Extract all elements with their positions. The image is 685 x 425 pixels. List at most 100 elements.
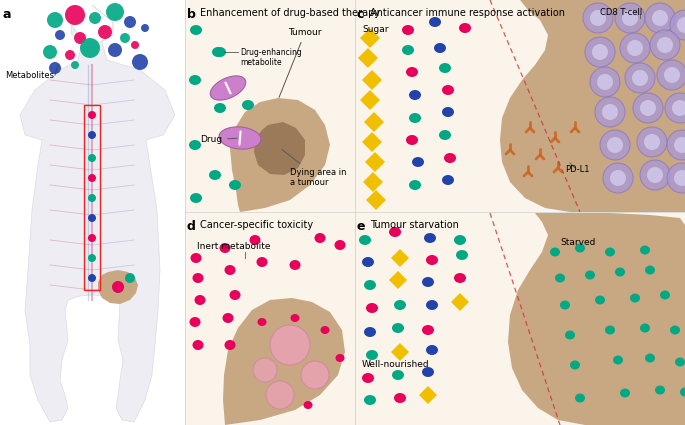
Ellipse shape bbox=[454, 273, 466, 283]
Ellipse shape bbox=[190, 193, 202, 203]
Circle shape bbox=[640, 160, 670, 190]
Circle shape bbox=[65, 5, 85, 25]
Text: a: a bbox=[3, 8, 12, 21]
Circle shape bbox=[590, 67, 620, 97]
Ellipse shape bbox=[570, 360, 580, 369]
Circle shape bbox=[592, 44, 608, 60]
Ellipse shape bbox=[442, 85, 454, 95]
Circle shape bbox=[640, 100, 656, 116]
Circle shape bbox=[595, 97, 625, 127]
Circle shape bbox=[602, 104, 618, 120]
Ellipse shape bbox=[670, 326, 680, 334]
Circle shape bbox=[585, 37, 615, 67]
Circle shape bbox=[253, 358, 277, 382]
Circle shape bbox=[674, 137, 685, 153]
Text: b: b bbox=[187, 8, 196, 21]
Polygon shape bbox=[223, 298, 345, 425]
Circle shape bbox=[637, 127, 667, 157]
Text: Starved: Starved bbox=[560, 238, 595, 247]
Ellipse shape bbox=[392, 370, 404, 380]
Ellipse shape bbox=[192, 340, 203, 350]
Ellipse shape bbox=[412, 157, 424, 167]
Ellipse shape bbox=[225, 340, 236, 350]
Circle shape bbox=[89, 12, 101, 24]
Ellipse shape bbox=[394, 393, 406, 403]
Ellipse shape bbox=[422, 277, 434, 287]
Circle shape bbox=[603, 163, 633, 193]
Circle shape bbox=[108, 43, 122, 57]
Ellipse shape bbox=[223, 313, 234, 323]
Text: Well-nourished: Well-nourished bbox=[362, 360, 429, 369]
Ellipse shape bbox=[258, 318, 266, 326]
Circle shape bbox=[43, 45, 57, 59]
Ellipse shape bbox=[585, 270, 595, 280]
Ellipse shape bbox=[366, 303, 378, 313]
Circle shape bbox=[88, 131, 96, 139]
Text: Cancer-specific toxicity: Cancer-specific toxicity bbox=[200, 220, 313, 230]
Ellipse shape bbox=[290, 260, 301, 270]
Circle shape bbox=[590, 10, 606, 26]
Ellipse shape bbox=[675, 357, 685, 366]
Text: Enhancement of drug-based therapy: Enhancement of drug-based therapy bbox=[200, 8, 380, 18]
Text: Inert metabolite: Inert metabolite bbox=[197, 242, 271, 251]
Circle shape bbox=[652, 10, 668, 26]
Ellipse shape bbox=[192, 273, 203, 283]
Ellipse shape bbox=[459, 23, 471, 33]
Circle shape bbox=[600, 130, 630, 160]
Ellipse shape bbox=[389, 227, 401, 237]
Ellipse shape bbox=[364, 395, 376, 405]
Circle shape bbox=[88, 254, 96, 262]
Circle shape bbox=[664, 67, 680, 83]
Circle shape bbox=[597, 74, 613, 90]
Text: Tumour: Tumour bbox=[279, 28, 322, 97]
Ellipse shape bbox=[660, 291, 670, 300]
Ellipse shape bbox=[444, 153, 456, 163]
Ellipse shape bbox=[219, 243, 230, 253]
Ellipse shape bbox=[575, 394, 585, 402]
Circle shape bbox=[98, 25, 112, 39]
Ellipse shape bbox=[595, 295, 605, 304]
Ellipse shape bbox=[565, 331, 575, 340]
Ellipse shape bbox=[321, 326, 329, 334]
Polygon shape bbox=[500, 0, 685, 212]
Circle shape bbox=[88, 154, 96, 162]
Text: PD-L1: PD-L1 bbox=[565, 165, 590, 174]
Text: CD8 T-cell: CD8 T-cell bbox=[600, 8, 643, 17]
Polygon shape bbox=[366, 190, 386, 210]
Circle shape bbox=[124, 16, 136, 28]
Circle shape bbox=[88, 111, 96, 119]
Circle shape bbox=[266, 381, 294, 409]
Ellipse shape bbox=[362, 373, 374, 383]
Ellipse shape bbox=[409, 90, 421, 100]
Ellipse shape bbox=[210, 76, 246, 100]
Circle shape bbox=[80, 38, 100, 58]
Ellipse shape bbox=[550, 247, 560, 257]
Ellipse shape bbox=[362, 257, 374, 267]
Ellipse shape bbox=[605, 247, 615, 257]
Circle shape bbox=[657, 37, 673, 53]
Circle shape bbox=[120, 33, 130, 43]
Ellipse shape bbox=[366, 350, 378, 360]
FancyBboxPatch shape bbox=[185, 0, 355, 212]
Ellipse shape bbox=[640, 246, 650, 255]
Ellipse shape bbox=[364, 280, 376, 290]
Polygon shape bbox=[20, 5, 175, 422]
Ellipse shape bbox=[406, 67, 418, 77]
Circle shape bbox=[667, 163, 685, 193]
Circle shape bbox=[132, 54, 148, 70]
Polygon shape bbox=[451, 293, 469, 311]
Ellipse shape bbox=[429, 17, 441, 27]
FancyBboxPatch shape bbox=[355, 0, 685, 212]
Circle shape bbox=[49, 62, 61, 74]
Circle shape bbox=[112, 281, 124, 293]
Circle shape bbox=[647, 167, 663, 183]
Circle shape bbox=[672, 100, 685, 116]
Ellipse shape bbox=[456, 250, 468, 260]
Circle shape bbox=[88, 174, 96, 182]
Ellipse shape bbox=[402, 45, 414, 55]
Circle shape bbox=[625, 63, 655, 93]
Circle shape bbox=[633, 93, 663, 123]
Circle shape bbox=[141, 24, 149, 32]
Ellipse shape bbox=[189, 140, 201, 150]
Circle shape bbox=[620, 33, 650, 63]
